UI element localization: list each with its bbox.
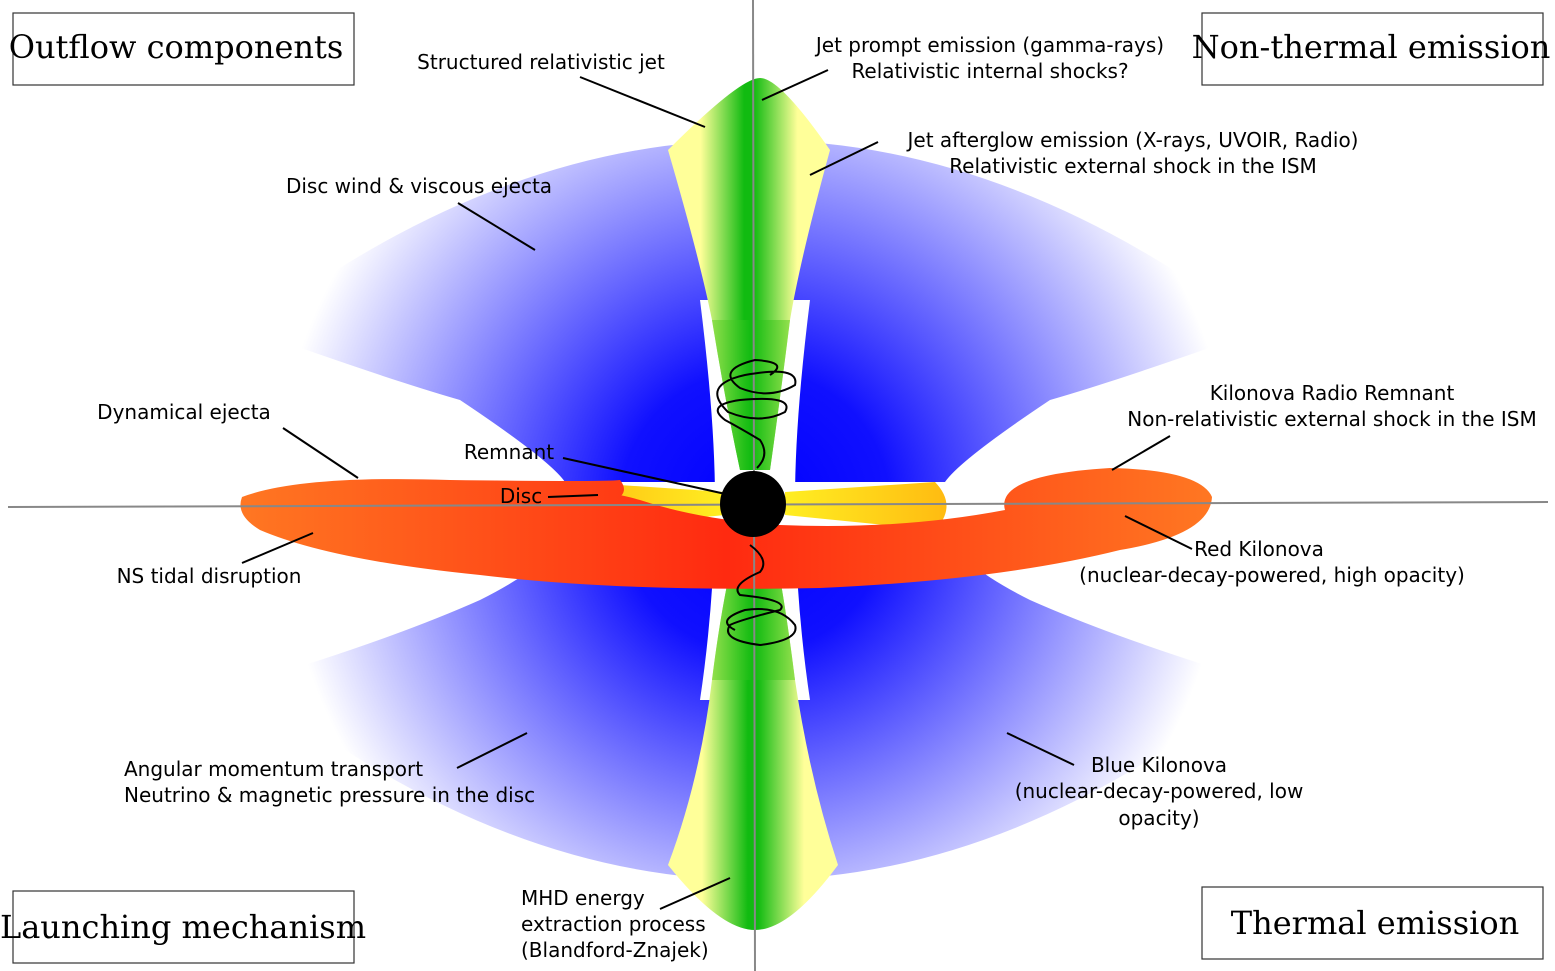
- label-mhd-3: (Blandford-Znajek): [521, 938, 709, 962]
- label-dynamical-ejecta: Dynamical ejecta: [97, 400, 271, 424]
- leader-dynamical-ejecta: [282, 427, 359, 479]
- corner-title-outflow: Outflow components: [9, 28, 344, 66]
- leader-structured-jet: [579, 76, 706, 128]
- leader-remnant: [562, 457, 731, 496]
- label-blue-kilonova-3: opacity): [1118, 806, 1199, 830]
- magnetic-helix-lower: [726, 544, 797, 647]
- leader-radio-remnant: [1111, 435, 1171, 471]
- leader-jet-prompt: [761, 69, 829, 101]
- label-jet-prompt-2: Relativistic internal shocks?: [851, 59, 1128, 83]
- remnant-black-hole: [720, 471, 786, 537]
- leader-mhd: [659, 877, 731, 910]
- corner-title-launching: Launching mechanism: [0, 908, 366, 946]
- label-afterglow-2: Relativistic external shock in the ISM: [949, 154, 1317, 178]
- label-mhd-2: extraction process: [521, 912, 706, 936]
- structured-jet-lower: [668, 540, 838, 930]
- jet-core-upper: [712, 320, 790, 470]
- label-disc-wind: Disc wind & viscous ejecta: [286, 174, 552, 198]
- label-blue-kilonova-2: (nuclear-decay-powered, low: [1015, 779, 1304, 803]
- corner-box-outflow: [12, 12, 355, 86]
- label-mhd-1: MHD energy: [521, 886, 645, 910]
- dynamical-ejecta-tail: [240, 468, 1212, 589]
- disc-right-wedge: [785, 482, 947, 530]
- leader-blue-kilonova: [1006, 732, 1075, 766]
- label-blue-kilonova-1: Blue Kilonova: [1091, 753, 1227, 777]
- corner-box-launching: [12, 890, 355, 964]
- label-angular-1: Angular momentum transport: [124, 757, 423, 781]
- corner-title-thermal: Thermal emission: [1231, 904, 1519, 942]
- label-red-kilonova-1: Red Kilonova: [1194, 537, 1324, 561]
- leader-afterglow: [809, 141, 879, 176]
- label-radio-remnant-2: Non-relativistic external shock in the I…: [1127, 407, 1537, 431]
- label-angular-2: Neutrino & magnetic pressure in the disc: [124, 783, 535, 807]
- corner-box-nonthermal: [1201, 12, 1544, 86]
- label-jet-prompt-1: Jet prompt emission (gamma-rays): [814, 33, 1164, 57]
- structured-jet-upper: [668, 78, 830, 470]
- label-structured-jet: Structured relativistic jet: [417, 50, 665, 74]
- corner-box-thermal: [1201, 886, 1544, 960]
- label-red-kilonova-2: (nuclear-decay-powered, high opacity): [1079, 563, 1465, 587]
- label-afterglow-1: Jet afterglow emission (X-rays, UVOIR, R…: [906, 128, 1359, 152]
- corner-title-nonthermal: Non-thermal emission: [1192, 28, 1551, 66]
- leader-red-kilonova: [1124, 515, 1193, 550]
- label-ns-tidal: NS tidal disruption: [117, 564, 302, 588]
- leader-disc-wind: [457, 202, 536, 251]
- label-disc: Disc: [500, 484, 542, 508]
- label-radio-remnant-1: Kilonova Radio Remnant: [1210, 381, 1455, 405]
- label-remnant: Remnant: [464, 440, 554, 464]
- leader-disc: [547, 494, 599, 498]
- magnetic-helix-upper: [716, 358, 797, 469]
- leader-ns-tidal: [241, 532, 314, 564]
- leader-angular: [456, 732, 528, 769]
